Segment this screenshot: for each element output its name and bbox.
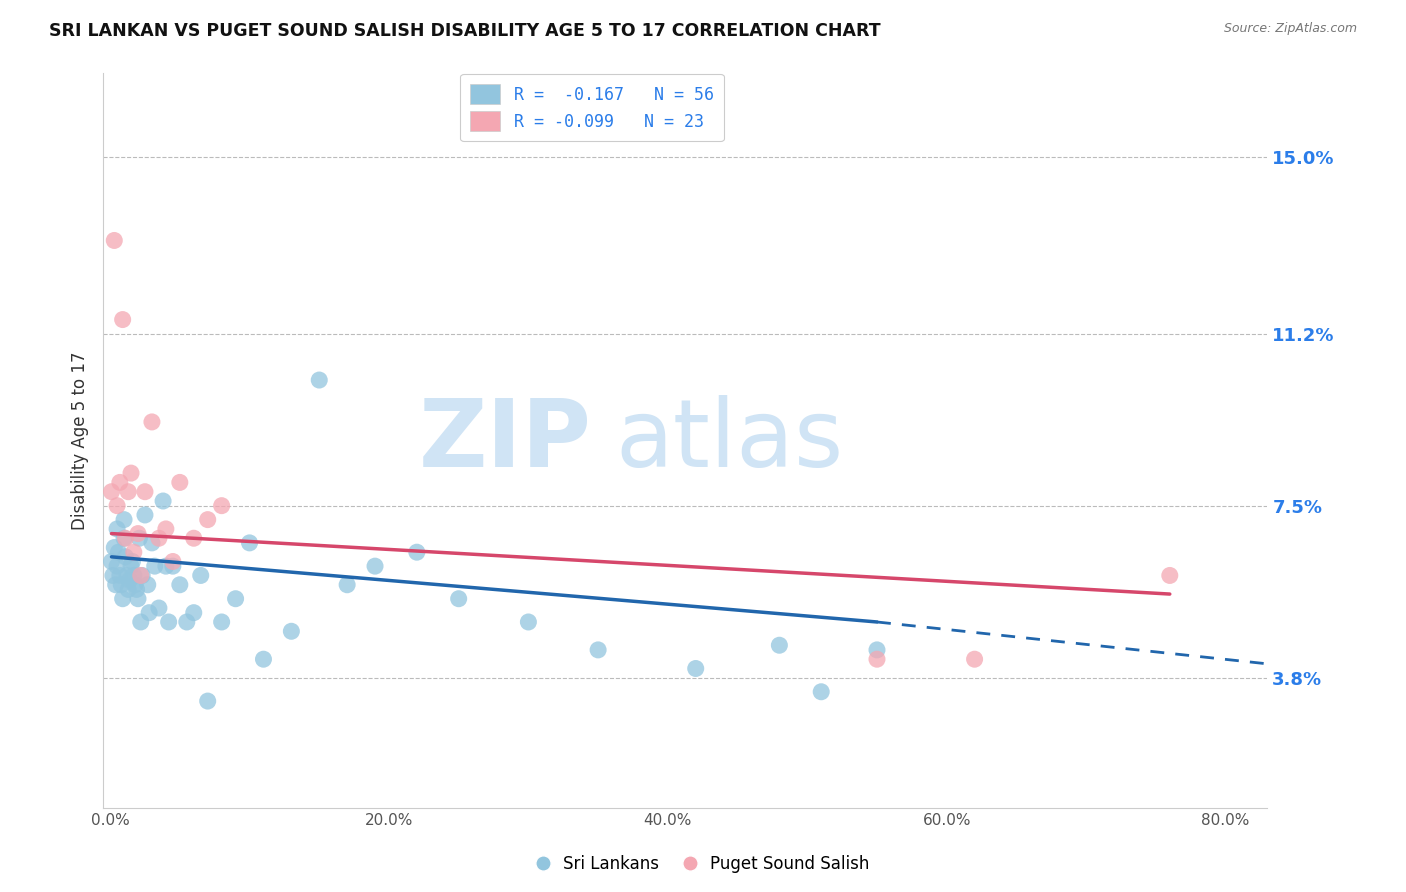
Point xyxy=(197,513,219,527)
Point xyxy=(143,559,166,574)
Point xyxy=(131,568,153,582)
Point xyxy=(111,591,134,606)
Point xyxy=(155,559,177,574)
Point xyxy=(190,568,212,582)
Point xyxy=(124,578,146,592)
Point xyxy=(586,643,609,657)
Y-axis label: Disability Age 5 to 17: Disability Age 5 to 17 xyxy=(72,351,89,530)
Point xyxy=(103,234,125,248)
Legend: R =  -0.167   N = 56, R = -0.099   N = 23: R = -0.167 N = 56, R = -0.099 N = 23 xyxy=(460,74,724,141)
Point xyxy=(810,685,832,699)
Point xyxy=(122,545,145,559)
Point xyxy=(866,652,889,666)
Point xyxy=(141,415,163,429)
Point xyxy=(129,615,152,629)
Point xyxy=(963,652,986,666)
Point xyxy=(169,475,191,490)
Point xyxy=(112,513,135,527)
Point xyxy=(447,591,470,606)
Point xyxy=(148,531,170,545)
Point xyxy=(197,694,219,708)
Point xyxy=(117,582,139,597)
Point xyxy=(134,484,156,499)
Point xyxy=(100,484,122,499)
Point xyxy=(107,545,129,559)
Point xyxy=(336,578,359,592)
Point xyxy=(364,559,387,574)
Point xyxy=(120,559,142,574)
Point xyxy=(112,531,135,545)
Point xyxy=(105,499,128,513)
Point xyxy=(100,554,122,568)
Point xyxy=(405,545,427,559)
Point xyxy=(225,591,247,606)
Point xyxy=(115,568,138,582)
Legend: Sri Lankans, Puget Sound Salish: Sri Lankans, Puget Sound Salish xyxy=(530,848,876,880)
Point xyxy=(108,568,131,582)
Point xyxy=(101,568,124,582)
Point xyxy=(117,484,139,499)
Point xyxy=(136,578,159,592)
Point xyxy=(114,549,136,564)
Point xyxy=(183,531,205,545)
Point xyxy=(138,606,160,620)
Point xyxy=(685,661,707,675)
Point xyxy=(157,615,180,629)
Point xyxy=(162,554,184,568)
Point xyxy=(211,499,233,513)
Point xyxy=(103,541,125,555)
Point xyxy=(768,638,790,652)
Point xyxy=(104,578,127,592)
Text: ZIP: ZIP xyxy=(419,394,592,486)
Point xyxy=(121,554,143,568)
Point xyxy=(155,522,177,536)
Point xyxy=(1159,568,1181,582)
Point xyxy=(122,568,145,582)
Point xyxy=(152,494,174,508)
Point xyxy=(105,522,128,536)
Point xyxy=(120,466,142,480)
Point xyxy=(111,312,134,326)
Point xyxy=(125,582,148,597)
Point xyxy=(134,508,156,522)
Point xyxy=(308,373,330,387)
Text: Source: ZipAtlas.com: Source: ZipAtlas.com xyxy=(1223,22,1357,36)
Point xyxy=(128,531,150,545)
Point xyxy=(127,526,149,541)
Point xyxy=(280,624,302,639)
Point xyxy=(105,559,128,574)
Point xyxy=(866,643,889,657)
Point xyxy=(211,615,233,629)
Text: atlas: atlas xyxy=(616,394,844,486)
Point xyxy=(114,531,136,545)
Point xyxy=(162,559,184,574)
Point xyxy=(517,615,540,629)
Point xyxy=(148,601,170,615)
Point xyxy=(252,652,274,666)
Point xyxy=(183,606,205,620)
Point xyxy=(238,536,260,550)
Point xyxy=(127,591,149,606)
Point xyxy=(110,578,132,592)
Point xyxy=(169,578,191,592)
Point xyxy=(129,568,152,582)
Point xyxy=(176,615,198,629)
Point xyxy=(118,573,141,587)
Point xyxy=(141,536,163,550)
Point xyxy=(108,475,131,490)
Text: SRI LANKAN VS PUGET SOUND SALISH DISABILITY AGE 5 TO 17 CORRELATION CHART: SRI LANKAN VS PUGET SOUND SALISH DISABIL… xyxy=(49,22,880,40)
